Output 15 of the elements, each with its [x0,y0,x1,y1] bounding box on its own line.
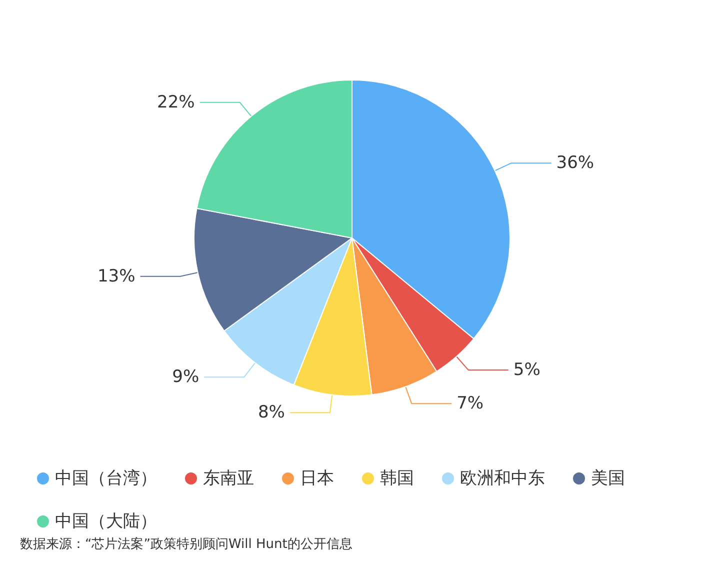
data-label: 7% [456,394,484,414]
data-label: 5% [513,360,540,380]
data-label: 8% [258,402,285,423]
data-label: 22% [157,92,195,112]
legend-label: 日本 [300,468,334,488]
source-note: 数据来源：“芯片法案”政策特别顾问Will Hunt的公开信息 [20,536,352,552]
legend-label: 美国 [591,468,625,488]
legend-label: 韩国 [380,468,414,488]
legend-label: 欧洲和中东 [460,468,545,488]
legend-label: 中国（大陆） [55,512,157,532]
data-label: 13% [97,266,136,286]
data-label: 36% [556,153,594,174]
legend-label: 东南亚 [203,468,254,488]
data-label: 9% [172,367,200,388]
legend-label: 中国（台湾） [55,468,157,488]
